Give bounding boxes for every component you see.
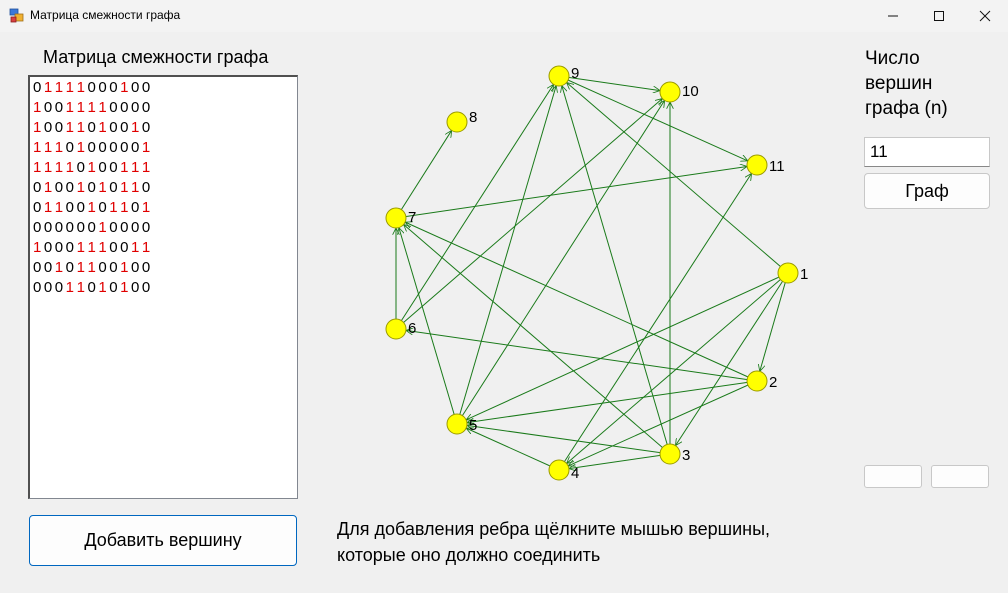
vertex-label: 6 (408, 320, 416, 337)
extra-button-2[interactable] (931, 465, 989, 488)
vertex-label: 3 (682, 447, 690, 464)
graph-vertex[interactable] (446, 111, 468, 133)
close-button[interactable] (962, 0, 1008, 32)
graph-edge (456, 100, 665, 425)
graph-edge (456, 86, 556, 425)
graph-edge (558, 173, 752, 471)
vertex-label: 4 (571, 465, 579, 482)
graph-vertex[interactable] (548, 459, 570, 481)
graph-edge (395, 130, 452, 219)
graph-edge (558, 75, 660, 91)
graph-edge (562, 86, 671, 455)
graph-edge (675, 272, 789, 446)
matrix-title: Матрица смежности графа (43, 47, 269, 67)
instruction-text: Для добавления ребра щёлкните мышью верш… (337, 516, 837, 568)
graph-edge (405, 222, 758, 382)
graph-edge (406, 330, 758, 382)
maximize-icon (934, 11, 944, 21)
graph-vertex[interactable] (659, 443, 681, 465)
instruction-line-1: Для добавления ребра щёлкните мышью верш… (337, 519, 771, 539)
graph-edge (395, 166, 747, 219)
vertex-count-label-line-1: Число (865, 48, 920, 69)
graph-vertex[interactable] (777, 262, 799, 284)
instruction-line-2: которые оно должно соединить (337, 545, 601, 565)
graph-edge (567, 272, 789, 463)
vertex-label: 5 (469, 417, 477, 434)
vertex-count-input[interactable] (864, 137, 990, 167)
vertex-label: 1 (800, 266, 808, 283)
minimize-icon (888, 15, 898, 17)
graph-edge (399, 228, 458, 425)
window-title: Матрица смежности графа (30, 8, 181, 22)
close-icon (979, 10, 991, 22)
vertex-label: 2 (769, 374, 777, 391)
minimize-button[interactable] (870, 0, 916, 32)
graph-edge (569, 453, 671, 469)
graph-edge (568, 380, 758, 466)
vertex-label: 11 (769, 158, 785, 175)
vertex-count-label-line-3: графа (n) (865, 98, 948, 119)
graph-edge (395, 99, 662, 330)
graph-edge (404, 225, 671, 455)
vertex-count-label-line-2: вершин (865, 73, 933, 94)
graph-vertex[interactable] (659, 81, 681, 103)
vertex-label: 9 (571, 65, 579, 82)
graph-button[interactable]: Граф (864, 173, 990, 209)
graph-edge (760, 272, 789, 371)
vertex-label: 7 (408, 209, 416, 226)
graph-vertex[interactable] (385, 318, 407, 340)
graph-edge (558, 75, 748, 161)
graph-vertex[interactable] (746, 154, 768, 176)
graph-vertex[interactable] (746, 370, 768, 392)
vertex-label: 8 (469, 109, 477, 126)
graph-edge (466, 428, 560, 471)
graph-vertex[interactable] (446, 413, 468, 435)
graph-canvas[interactable]: 1 2 3 4 5 6 7 8 9 10 11 (300, 32, 840, 512)
graph-vertex[interactable] (385, 207, 407, 229)
add-vertex-button[interactable]: Добавить вершину (29, 515, 297, 566)
app-icon (9, 8, 24, 23)
maximize-button[interactable] (916, 0, 962, 32)
extra-button-1[interactable] (864, 465, 922, 488)
title-bar: Матрица смежности графа (0, 0, 1008, 33)
graph-edge (467, 380, 758, 423)
vertex-count-label: Число вершин графа (n) (865, 46, 985, 121)
graph-edge (567, 83, 789, 274)
graph-edge (467, 425, 671, 455)
graph-vertex[interactable] (548, 65, 570, 87)
vertex-label: 10 (682, 83, 699, 100)
graph-edge (466, 272, 789, 420)
